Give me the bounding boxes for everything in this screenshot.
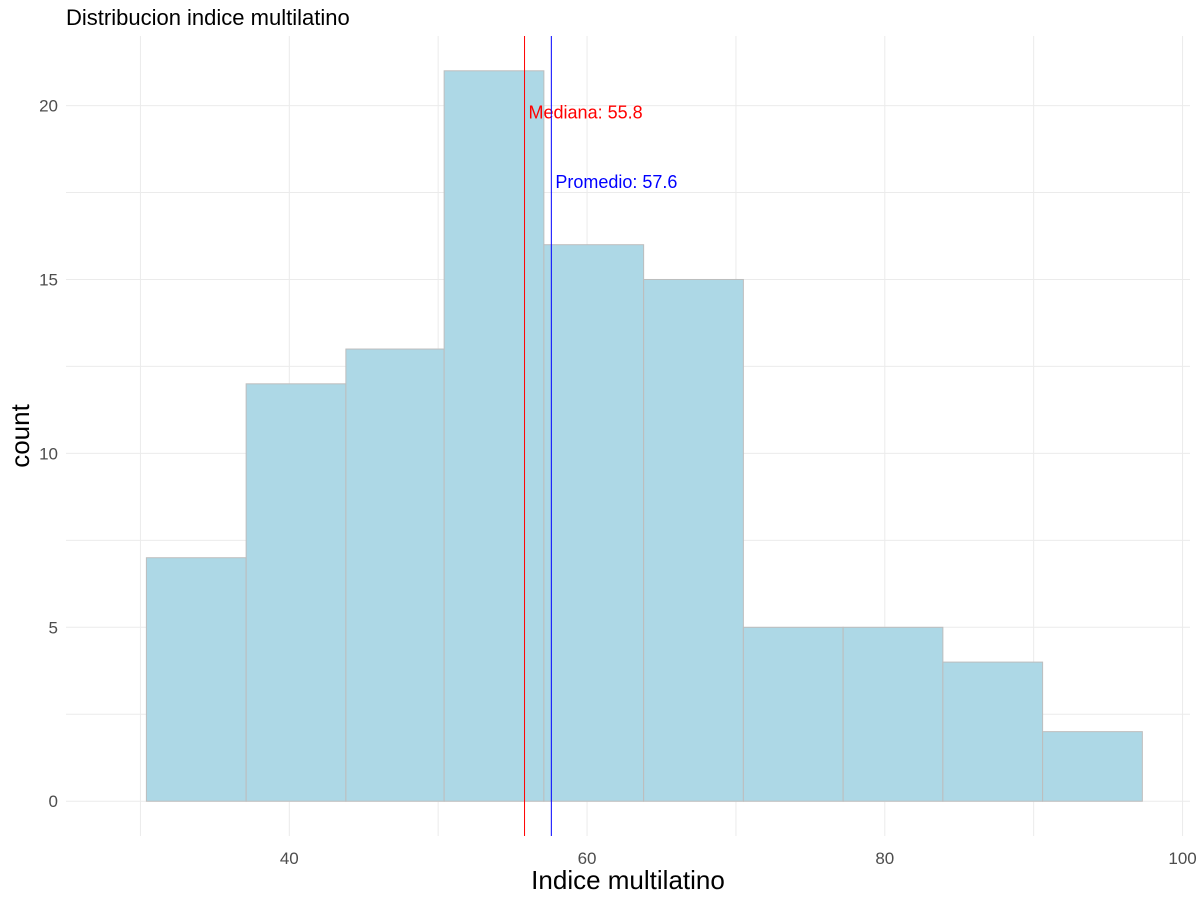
histogram-bar	[1042, 731, 1143, 802]
histogram-bar	[842, 626, 944, 802]
reference-lines-layer: Mediana: 55.8 Promedio: 57.6	[524, 36, 677, 836]
histogram-bar	[245, 383, 347, 802]
histogram-bar	[543, 244, 645, 802]
y-tick-label: 15	[39, 270, 58, 289]
y-axis-title: count	[5, 403, 35, 467]
y-tick-label: 10	[39, 444, 58, 463]
histogram-bar	[443, 70, 545, 802]
bars-layer	[145, 70, 1143, 802]
x-tick-label: 60	[578, 849, 597, 868]
reference-line-label: Mediana: 55.8	[529, 103, 643, 123]
histogram-bar	[345, 348, 445, 802]
histogram-bar	[742, 626, 844, 802]
histogram-bar	[942, 661, 1044, 802]
y-tick-label: 0	[49, 792, 58, 811]
chart-title: Distribucion indice multilatino	[66, 5, 350, 30]
x-tick-label: 80	[875, 849, 894, 868]
x-tick-label: 40	[280, 849, 299, 868]
reference-line-label: Promedio: 57.6	[555, 172, 677, 192]
y-tick-label: 5	[49, 618, 58, 637]
histogram-bar	[643, 278, 744, 802]
y-tick-label: 20	[39, 97, 58, 116]
x-axis-title: Indice multilatino	[531, 865, 725, 895]
tick-labels-layer: 40 60 80 100 0 5 10 15 20	[39, 97, 1197, 868]
histogram-bar	[145, 557, 247, 802]
x-tick-label: 100	[1168, 849, 1196, 868]
